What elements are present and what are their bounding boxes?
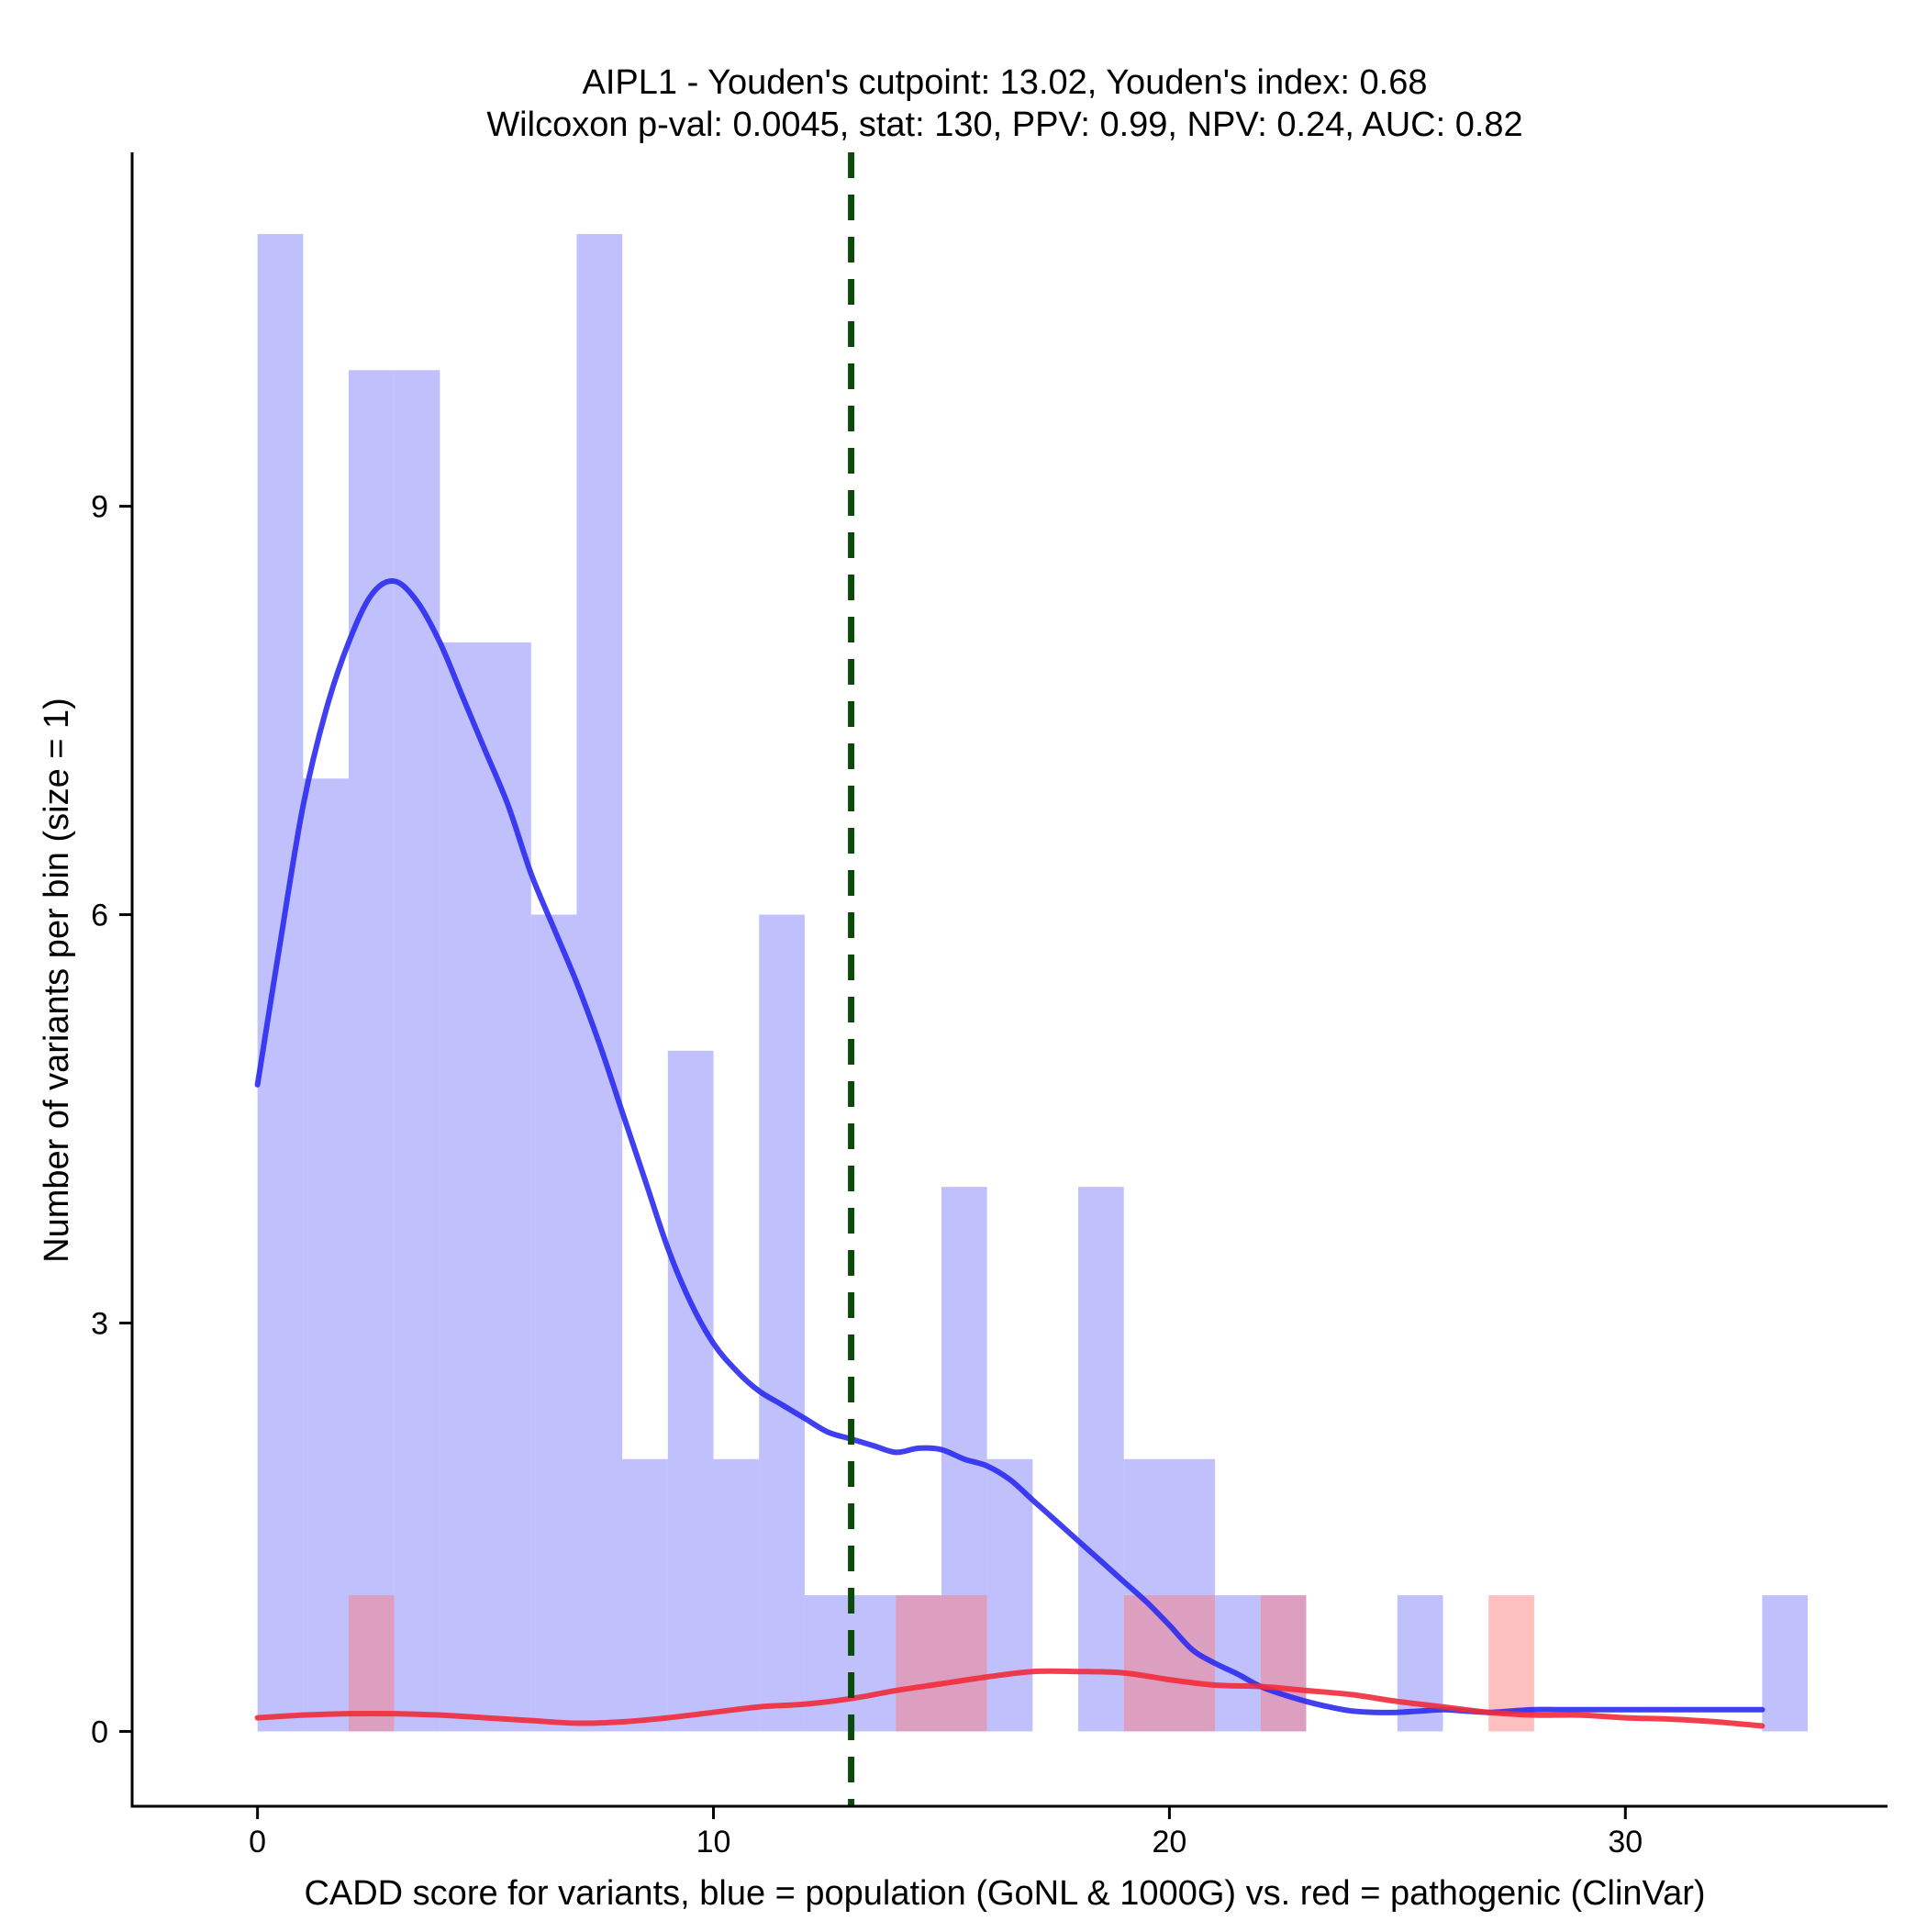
population-bar-18 xyxy=(1078,1187,1124,1732)
population-bar-3 xyxy=(394,370,440,1732)
bars-layer xyxy=(257,233,1809,1732)
population-bar-11 xyxy=(759,914,805,1732)
pathogenic-bar-14 xyxy=(896,1595,941,1732)
pathogenic-bar-2 xyxy=(349,1595,395,1732)
population-bar-0 xyxy=(257,233,304,1732)
population-bars xyxy=(257,233,1809,1732)
population-bar-9 xyxy=(667,1050,714,1732)
pathogenic-bar-15 xyxy=(941,1595,987,1732)
x-axis-label: CADD score for variants, blue = populati… xyxy=(304,1874,1705,1913)
pathogenic-density-curve xyxy=(254,1668,1765,1729)
population-bar-2 xyxy=(349,370,395,1732)
population-bar-6 xyxy=(530,914,577,1732)
population-bar-33 xyxy=(1762,1595,1809,1732)
x-tick-label-30: 30 xyxy=(1608,1825,1643,1859)
population-bar-19 xyxy=(1123,1458,1170,1732)
population-bar-16 xyxy=(986,1458,1033,1732)
population-bar-8 xyxy=(622,1458,668,1732)
y-axis-label: Number of variants per bin (size = 1) xyxy=(38,698,76,1263)
axes-layer xyxy=(130,152,1888,1808)
pathogenic-bar-20 xyxy=(1169,1595,1216,1732)
y-tick-label-0: 0 xyxy=(91,1714,108,1749)
population-bar-7 xyxy=(576,233,623,1732)
ticks-layer: 0 10 20 30 0 3 6 9 xyxy=(91,490,1643,1859)
population-bar-13 xyxy=(850,1595,897,1732)
density-curves-layer xyxy=(254,578,1765,1729)
y-tick-label-6: 6 xyxy=(91,899,108,933)
pathogenic-bar-22 xyxy=(1260,1595,1307,1732)
y-tick-label-3: 3 xyxy=(91,1306,108,1341)
population-bar-10 xyxy=(713,1458,760,1732)
y-tick-label-9: 9 xyxy=(91,490,108,525)
population-bar-14 xyxy=(896,1595,941,1732)
x-tick-label-10: 10 xyxy=(696,1825,731,1859)
population-bar-21 xyxy=(1215,1595,1261,1732)
population-bar-12 xyxy=(804,1595,851,1732)
population-bar-5 xyxy=(485,642,531,1732)
x-tick-label-20: 20 xyxy=(1152,1825,1186,1859)
population-bar-1 xyxy=(303,778,350,1732)
population-bar-4 xyxy=(440,642,486,1732)
chart-title-line1: AIPL1 - Youden's cutpoint: 13.02, Youden… xyxy=(583,63,1428,102)
population-bar-22 xyxy=(1260,1595,1307,1732)
chart-title-line2: Wilcoxon p-val: 0.0045, stat: 130, PPV: … xyxy=(486,106,1522,144)
x-tick-label-0: 0 xyxy=(249,1825,266,1859)
